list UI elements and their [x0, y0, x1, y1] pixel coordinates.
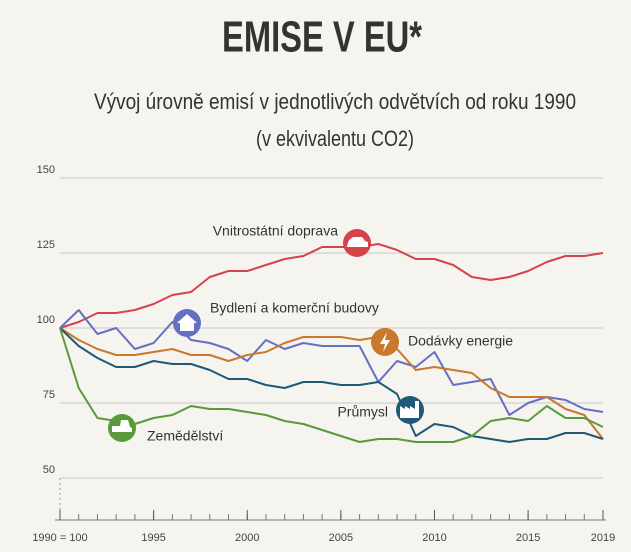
- legend-label: Vnitrostátní doprava: [213, 223, 339, 239]
- legend-icon: [347, 237, 368, 247]
- legend-icon: [380, 332, 390, 352]
- x-tick-label: 2005: [329, 532, 353, 544]
- legend-icon: [400, 401, 419, 418]
- y-tick-label: 50: [43, 464, 55, 476]
- chart-subtitle: Vývoj úrovně emisí v jednotlivých odvětv…: [94, 89, 576, 114]
- legend-label: Bydlení a komerční budovy: [210, 300, 379, 316]
- x-tick-label: 2000: [235, 532, 259, 544]
- series-line: [59, 309, 604, 416]
- legend-icon: [177, 314, 197, 331]
- series-line: [59, 327, 604, 443]
- x-tick-label: 1995: [141, 532, 165, 544]
- legend-label: Průmysl: [337, 404, 388, 420]
- y-tick-label: 75: [43, 389, 55, 401]
- legend-icon: [112, 420, 132, 432]
- x-tick-label: 2010: [422, 532, 446, 544]
- legend-label: Dodávky energie: [408, 333, 513, 349]
- series-line: [59, 327, 604, 443]
- series-line: [59, 327, 604, 440]
- x-tick-label: 1990 = 100: [32, 532, 87, 544]
- y-tick-label: 150: [37, 164, 55, 176]
- x-tick-label: 2019: [591, 532, 615, 544]
- chart-subtitle: (v ekvivalentu CO2): [256, 126, 414, 151]
- y-tick-label: 125: [37, 239, 55, 251]
- chart-title: EMISE V EU*: [222, 13, 423, 62]
- x-tick-label: 2015: [516, 532, 540, 544]
- legend-label: Zemědělství: [147, 428, 223, 444]
- y-tick-label: 100: [37, 314, 55, 326]
- series-line: [59, 243, 604, 329]
